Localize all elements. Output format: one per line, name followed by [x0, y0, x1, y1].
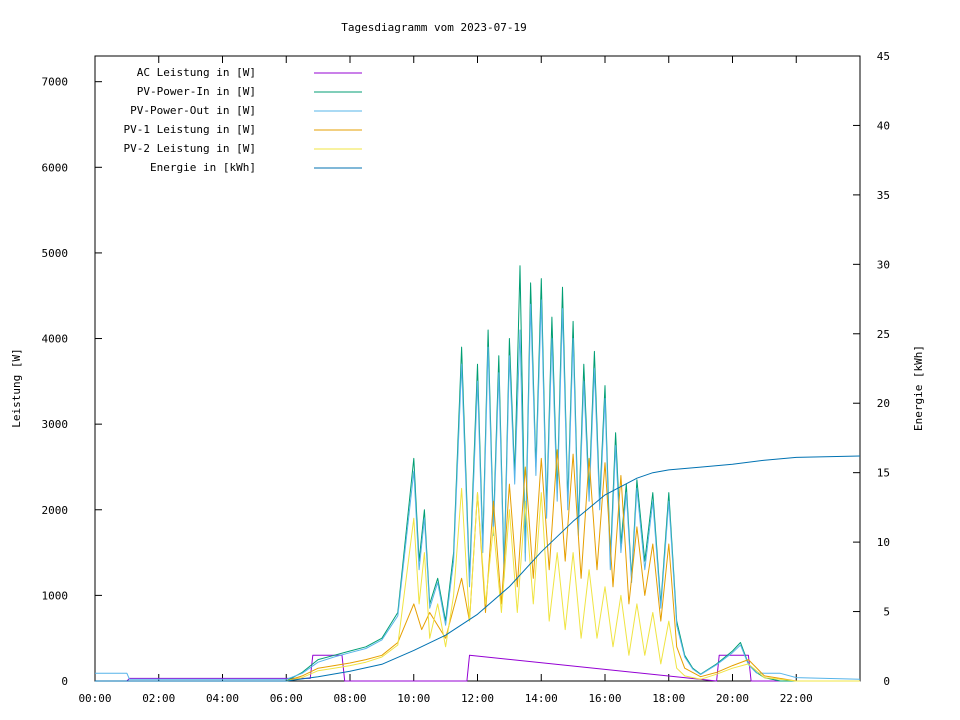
- series-line-3: [95, 449, 860, 682]
- x-axis: 00:00 02:00 04:00 06:00 08:00 10:00 12:00 14:00…: [78, 56, 813, 705]
- legend-label: PV-2 Leistung in [W]: [124, 142, 256, 155]
- y-tick-label: 5000: [42, 247, 69, 260]
- x-tick-label: 22:00: [780, 692, 813, 705]
- left-axis: 0 1000 2000 3000 4000 5000 6000 7000: [42, 76, 102, 688]
- series-line-5: [95, 455, 861, 682]
- chart-title: Tagesdiagramm vom 2023-07-19: [341, 21, 526, 34]
- legend-label: PV-1 Leistung in [W]: [124, 123, 256, 136]
- series-line-1: [95, 265, 860, 682]
- y-tick-label: 7000: [42, 76, 69, 89]
- y2-tick-label: 15: [877, 467, 890, 480]
- series-line-4: [95, 487, 860, 682]
- y-tick-label: 3000: [42, 418, 69, 431]
- x-tick-label: 18:00: [652, 692, 685, 705]
- x-tick-label: 20:00: [716, 692, 749, 705]
- y2-axis-label: Energie [kWh]: [912, 345, 925, 431]
- legend: AC Leistung in [W] PV-Power-In in [W] PV-P…: [124, 66, 362, 174]
- y2-tick-label: 45: [877, 50, 890, 63]
- legend-label: PV-Power-Out in [W]: [130, 104, 256, 117]
- y2-tick-label: 10: [877, 536, 890, 549]
- y-tick-label: 2000: [42, 504, 69, 517]
- x-tick-label: 14:00: [525, 692, 558, 705]
- y-tick-label: 1000: [42, 589, 69, 602]
- legend-label: PV-Power-In in [W]: [137, 85, 256, 98]
- x-tick-label: 08:00: [333, 692, 366, 705]
- y2-tick-label: 40: [877, 119, 890, 132]
- series-layer: [95, 265, 861, 682]
- y-axis-label: Leistung [W]: [10, 348, 23, 427]
- y2-tick-label: 30: [877, 258, 890, 271]
- x-tick-label: 06:00: [270, 692, 303, 705]
- y2-tick-label: 20: [877, 397, 890, 410]
- y2-tick-label: 25: [877, 328, 890, 341]
- x-tick-label: 04:00: [206, 692, 239, 705]
- x-tick-label: 02:00: [142, 692, 175, 705]
- series-line-0: [95, 654, 860, 682]
- legend-label: AC Leistung in [W]: [137, 66, 256, 79]
- x-tick-label: 12:00: [461, 692, 494, 705]
- y-tick-label: 6000: [42, 161, 69, 174]
- x-tick-label: 00:00: [78, 692, 111, 705]
- y-tick-label: 4000: [42, 333, 69, 346]
- right-axis: 0 5 10 15 20 25 30 35 40 45: [853, 50, 890, 688]
- y-tick-label: 0: [61, 675, 68, 688]
- y2-tick-label: 35: [877, 189, 890, 202]
- x-tick-label: 16:00: [588, 692, 621, 705]
- x-tick-label: 10:00: [397, 692, 430, 705]
- legend-label: Energie in [kWh]: [150, 161, 256, 174]
- y2-tick-label: 5: [883, 606, 890, 619]
- series-line-2: [95, 299, 861, 680]
- y2-tick-label: 0: [883, 675, 890, 688]
